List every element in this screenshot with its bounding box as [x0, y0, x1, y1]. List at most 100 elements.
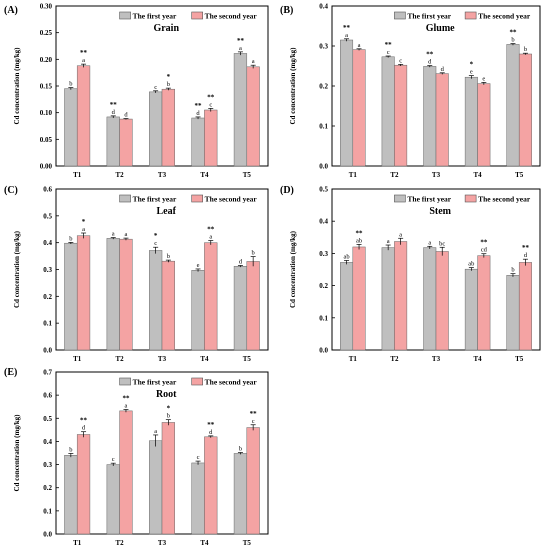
group-letter: b	[69, 446, 72, 453]
group-letter: a	[125, 231, 128, 238]
bar	[64, 242, 78, 351]
y-tick-label: 0.2	[319, 282, 328, 290]
significance-mark: *	[154, 232, 158, 240]
significance-mark: **	[80, 49, 88, 57]
bar	[423, 247, 437, 351]
x-tick-label: T3	[158, 539, 167, 547]
group-letter: b	[524, 46, 527, 53]
bar	[394, 64, 408, 167]
group-letter: a	[239, 45, 242, 52]
group-letter: bc	[439, 240, 445, 247]
group-letter: b	[511, 37, 514, 44]
bar	[381, 56, 395, 167]
bar	[423, 66, 437, 167]
bar	[64, 88, 78, 167]
bar	[106, 238, 120, 351]
chart-panel-d: (D) 0.0 0.1 0.2 0.3 0.4 0.5 Cd concentration (m…	[280, 185, 541, 363]
y-tick-label: 0.00	[40, 163, 53, 171]
x-tick-label: T4	[474, 171, 483, 179]
y-tick-label: 0.4	[319, 218, 328, 226]
group-letter: b	[69, 81, 72, 88]
chart-title: Grain	[153, 23, 179, 34]
x-tick-label: T3	[158, 171, 167, 179]
significance-mark: **	[385, 41, 393, 49]
y-tick-label: 0.3	[319, 250, 328, 258]
y-tick-label: 0.5	[43, 415, 52, 423]
y-tick-label: 0.0	[43, 531, 52, 539]
group-letter: a	[112, 231, 115, 238]
x-tick-label: T1	[349, 171, 358, 179]
significance-mark: *	[167, 73, 171, 81]
legend-label: The second year	[205, 378, 258, 387]
legend-swatch	[394, 11, 406, 20]
group-letter: ab	[356, 237, 362, 244]
legend-label: The first year	[133, 12, 177, 21]
group-letter: e	[470, 69, 473, 76]
bar	[246, 261, 260, 351]
bar	[64, 455, 78, 535]
legend-swatch	[119, 11, 131, 20]
group-letter: d	[124, 112, 128, 119]
y-tick-label: 0.0	[319, 163, 328, 171]
x-tick-label: T5	[243, 171, 252, 179]
group-letter: a	[252, 58, 255, 65]
significance-mark: **	[426, 51, 434, 59]
y-tick-label: 0.2	[43, 293, 52, 301]
bar	[76, 65, 91, 167]
significance-mark: **	[207, 93, 215, 101]
panel-label: (E)	[4, 367, 17, 378]
group-letter: d	[428, 59, 432, 66]
significance-mark: *	[167, 405, 171, 413]
x-tick-label: T5	[243, 355, 252, 363]
x-tick-label: T1	[349, 355, 358, 363]
group-letter: c	[252, 418, 255, 425]
group-letter: c	[387, 49, 390, 56]
y-tick-label: 0.3	[43, 266, 52, 274]
group-letter: d	[209, 429, 213, 436]
legend-label: The second year	[478, 195, 531, 204]
y-tick-label: 0.0	[319, 347, 328, 355]
x-tick-label: T2	[116, 171, 125, 179]
bar	[204, 242, 218, 351]
bar	[464, 76, 478, 167]
bar	[76, 434, 91, 535]
group-letter: d	[112, 109, 116, 116]
significance-mark: *	[470, 61, 474, 69]
y-tick-label: 0.4	[43, 239, 52, 247]
group-letter: b	[511, 267, 514, 274]
group-letter: b	[167, 413, 170, 420]
x-tick-label: T4	[200, 171, 209, 179]
legend-swatch	[119, 194, 131, 203]
group-letter: a	[428, 239, 431, 246]
legend-label: The second year	[478, 12, 531, 21]
group-letter: d	[239, 258, 243, 265]
bar	[106, 464, 120, 535]
bar	[246, 427, 260, 535]
x-tick-label: T3	[158, 355, 167, 363]
group-letter: c	[399, 57, 402, 64]
bar	[161, 260, 175, 351]
chart-panel-c: (C) 0.0 0.1 0.2 0.3 0.4 0.5 0.6 Cd concentration…	[4, 185, 269, 363]
bar	[204, 436, 218, 535]
group-letter: b	[69, 235, 72, 242]
x-tick-label: T2	[390, 171, 399, 179]
significance-mark: **	[237, 37, 245, 45]
x-tick-label: T5	[515, 171, 524, 179]
group-letter: c	[154, 84, 157, 91]
bar	[149, 250, 163, 351]
bar	[340, 39, 354, 167]
group-letter: a	[209, 234, 212, 241]
x-tick-label: T2	[116, 355, 125, 363]
bar	[233, 266, 248, 351]
legend-label: The first year	[133, 195, 177, 204]
panel-label: (D)	[280, 185, 294, 196]
chart-panel-a: (A) 0.00 0.05 0.10 0.15 0.20 0.25 0.30 Cd concen…	[4, 3, 269, 179]
legend-swatch	[191, 377, 203, 386]
group-letter: c	[209, 101, 212, 108]
bar	[477, 83, 491, 167]
bar	[161, 422, 175, 535]
group-letter: e	[197, 262, 200, 269]
bar	[435, 251, 449, 351]
group-letter: d	[196, 110, 200, 117]
bar	[204, 109, 218, 167]
